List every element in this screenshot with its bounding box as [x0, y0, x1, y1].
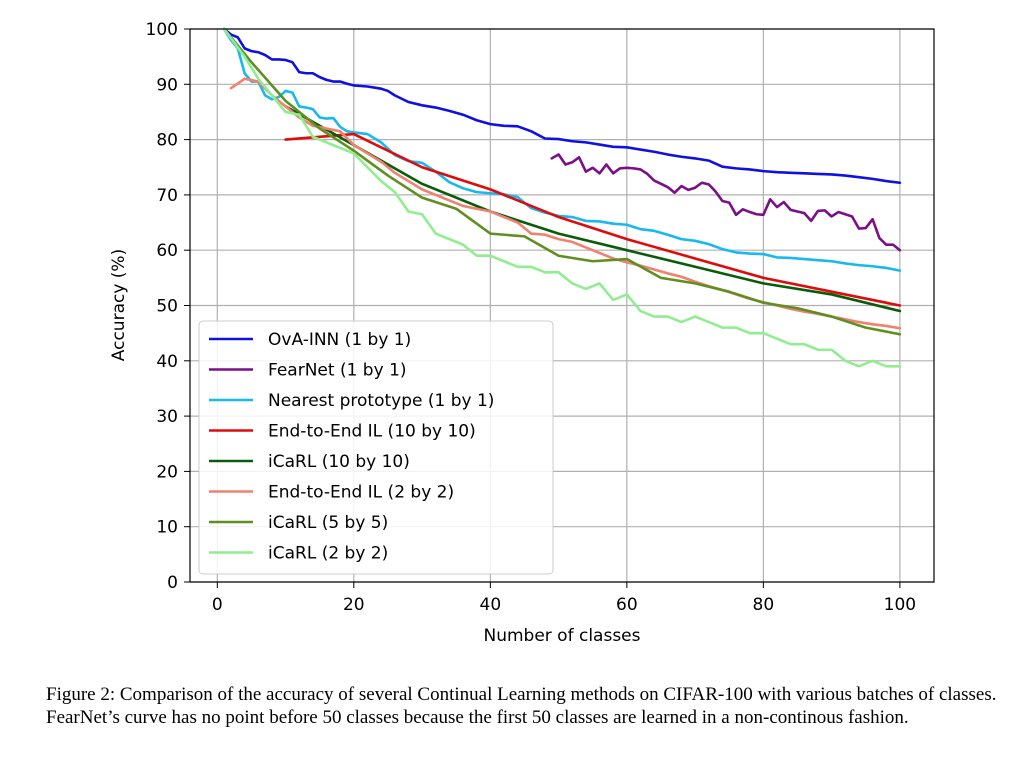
x-tick-label: 80	[753, 595, 775, 615]
legend-label-8: iCaRL (2 by 2)	[268, 544, 388, 564]
series-line-7	[222, 27, 902, 336]
y-tick-label: 100	[146, 20, 178, 40]
series-line-5	[284, 105, 902, 313]
axis-ticks: 0 20 40 60 80 100 0 10 20 30 40 50 60 70 80 90 100	[146, 20, 917, 615]
y-tick-label: 0	[167, 573, 178, 593]
x-tick-label: 60	[616, 595, 638, 615]
legend-box	[198, 320, 554, 575]
series-line-8	[222, 27, 902, 368]
series-line-3	[222, 27, 902, 272]
y-tick-label: 30	[156, 407, 178, 427]
accuracy-line-chart: 0 20 40 60 80 100 0 10 20 30 40 50 60 70 80 90 100 Numbe…	[109, 20, 935, 646]
y-tick-label: 10	[156, 518, 178, 538]
series-line-2	[550, 153, 902, 252]
x-tick-label: 100	[884, 595, 916, 615]
series-line-1	[222, 27, 902, 185]
figure-caption: Figure 2: Comparison of the accuracy of …	[46, 684, 997, 728]
legend: OvA-INN (1 by 1) FearNet (1 by 1) Nearest …	[198, 320, 554, 575]
y-tick-label: 60	[156, 241, 178, 261]
y-tick-label: 70	[156, 186, 178, 206]
legend-label-1: OvA-INN (1 by 1)	[268, 330, 411, 350]
y-axis-label: Accuracy (%)	[109, 249, 129, 361]
y-tick-label: 50	[156, 297, 178, 317]
series-line-6	[229, 77, 902, 330]
legend-label-2: FearNet (1 by 1)	[268, 361, 407, 381]
legend-label-4: End-to-End IL (10 by 10)	[268, 422, 476, 442]
x-tick-label: 40	[480, 595, 502, 615]
y-tick-label: 40	[156, 352, 178, 372]
x-tick-label: 20	[343, 595, 365, 615]
legend-label-6: End-to-End IL (2 by 2)	[268, 483, 454, 503]
legend-label-3: Nearest prototype (1 by 1)	[268, 391, 494, 411]
series-lines	[222, 27, 902, 368]
legend-label-5: iCaRL (10 by 10)	[268, 452, 410, 472]
legend-label-7: iCaRL (5 by 5)	[268, 513, 388, 533]
series-line-4	[284, 132, 902, 307]
y-tick-label: 20	[156, 462, 178, 482]
x-axis-label: Number of classes	[483, 626, 640, 646]
y-tick-label: 90	[156, 75, 178, 95]
x-tick-label: 0	[212, 595, 223, 615]
y-tick-label: 80	[156, 131, 178, 151]
